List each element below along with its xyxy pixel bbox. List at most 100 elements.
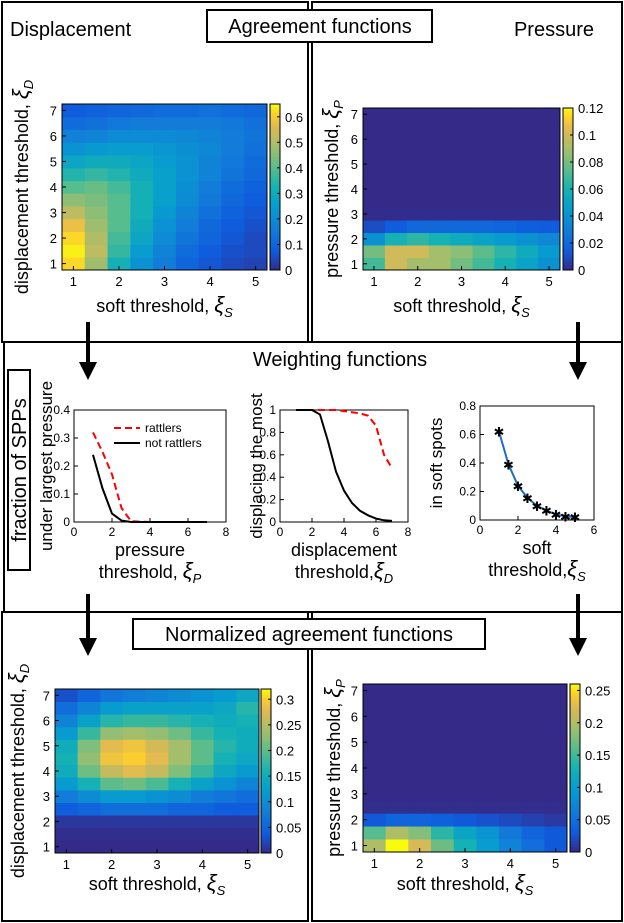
- heatmap-cell: [84, 180, 108, 194]
- colorbar-segment: [570, 804, 580, 808]
- heatmap-cell: [450, 245, 473, 258]
- colorbar-segment: [261, 762, 271, 767]
- heatmap-cell: [406, 232, 430, 246]
- x-tick-label: 2: [115, 274, 122, 289]
- x-axis-label-line2: threshold, ξP: [99, 558, 202, 586]
- heatmap-cell: [384, 120, 408, 134]
- y-tick-label: 0.6: [259, 448, 276, 462]
- heatmap-cell: [450, 220, 473, 234]
- heatmap-cell: [521, 800, 545, 814]
- colorbar-segment: [270, 106, 280, 111]
- colorbar-segment: [270, 173, 280, 177]
- colorbar-segment: [570, 706, 580, 710]
- colorbar-segment: [570, 835, 580, 839]
- heatmap-cell: [107, 129, 131, 143]
- heatmap-cell: [100, 827, 124, 841]
- heatmap-cell: [431, 722, 455, 737]
- heatmap-cell: [538, 157, 561, 171]
- colorbar-segment: [261, 847, 271, 851]
- heatmap-cell: [406, 195, 430, 209]
- heatmap-cell: [406, 108, 430, 121]
- heatmap-cell: [363, 132, 386, 146]
- colorbar-segment: [563, 207, 573, 212]
- x-tick-label: 1: [371, 856, 378, 871]
- colorbar-segment: [563, 116, 573, 120]
- heatmap-cell: [100, 752, 124, 766]
- heatmap-cell: [55, 752, 79, 766]
- heatmap-cell: [84, 257, 108, 271]
- heatmap-cell: [544, 774, 568, 788]
- heatmap-cell: [175, 142, 200, 156]
- colorbar-segment: [261, 792, 271, 797]
- heatmap-cell: [77, 701, 101, 715]
- colorbar-segment: [270, 214, 280, 218]
- heatmap-cell: [363, 800, 387, 814]
- heatmap-cell: [450, 132, 473, 146]
- colorbar-segment: [563, 148, 573, 152]
- heatmap-cell: [363, 839, 387, 853]
- heatmap-cell: [62, 167, 86, 182]
- heatmap-cell: [84, 244, 108, 258]
- heatmap-cell: [191, 752, 215, 766]
- series-marker: ✱: [551, 507, 562, 522]
- heatmap-cell: [538, 108, 561, 121]
- x-tick-label: 2: [109, 525, 116, 539]
- colorbar-segment: [570, 807, 580, 811]
- heatmap-cell: [153, 167, 177, 182]
- heatmap-cell: [538, 145, 561, 159]
- colorbar-segment: [261, 708, 271, 712]
- heatmap-cell: [145, 827, 169, 841]
- colorbar-segment: [261, 850, 271, 854]
- heatmap-cell: [408, 735, 432, 750]
- colorbar-segment: [563, 172, 573, 176]
- colorbar-segment: [570, 684, 580, 688]
- heatmap-cell: [499, 826, 523, 840]
- heatmap-cell: [428, 232, 451, 246]
- colorbar-segment: [270, 222, 280, 227]
- colorbar-segment: [570, 773, 580, 777]
- plot-axes-box: [479, 405, 595, 521]
- heatmap-cell: [384, 232, 408, 246]
- colorbar-tick-label: 0.2: [285, 212, 303, 227]
- heatmap-cell: [472, 195, 495, 209]
- heatmap-cell: [544, 826, 568, 840]
- heatmap-cell: [175, 155, 200, 169]
- x-tick-label: 1: [70, 274, 77, 289]
- colorbar-segment: [270, 264, 280, 268]
- heatmap-cell: [62, 206, 86, 220]
- colorbar-segment: [570, 770, 580, 775]
- colorbar-segment: [563, 243, 573, 247]
- colorbar-segment: [570, 737, 580, 741]
- heatmap-cell: [384, 170, 408, 184]
- heatmap-cell: [363, 120, 386, 134]
- colorbar-segment: [570, 695, 580, 699]
- heatmap-cell: [363, 157, 386, 171]
- x-tick-label: 4: [199, 857, 206, 872]
- heatmap-cell: [84, 129, 108, 143]
- x-tick-label: 4: [502, 274, 509, 289]
- heatmap-cell: [544, 735, 568, 750]
- colorbar-segment: [563, 221, 573, 225]
- colorbar-segment: [270, 151, 280, 155]
- colorbar-tick-label: 0.6: [285, 110, 303, 125]
- heatmap-cell: [363, 774, 387, 788]
- heatmap-cell: [408, 813, 432, 827]
- y-tick-label: 2: [351, 813, 358, 828]
- heatmap-cell: [363, 696, 387, 711]
- heatmap-cell: [499, 813, 523, 827]
- colorbar-segment: [563, 213, 573, 217]
- colorbar-segment: [570, 734, 580, 738]
- heatmap-cell: [198, 180, 222, 194]
- x-tick-label: 1: [63, 857, 70, 872]
- colorbar-segment: [261, 820, 271, 824]
- colorbar-segment: [261, 735, 271, 739]
- colorbar-segment: [270, 131, 280, 135]
- colorbar-segment: [270, 242, 280, 246]
- y-tick-label: 0.4: [53, 403, 70, 417]
- heatmap-cell: [384, 195, 408, 209]
- colorbar-segment: [570, 776, 580, 780]
- heatmap-cell: [221, 193, 245, 207]
- colorbar-segment: [570, 787, 580, 791]
- colorbar-segment: [570, 818, 580, 822]
